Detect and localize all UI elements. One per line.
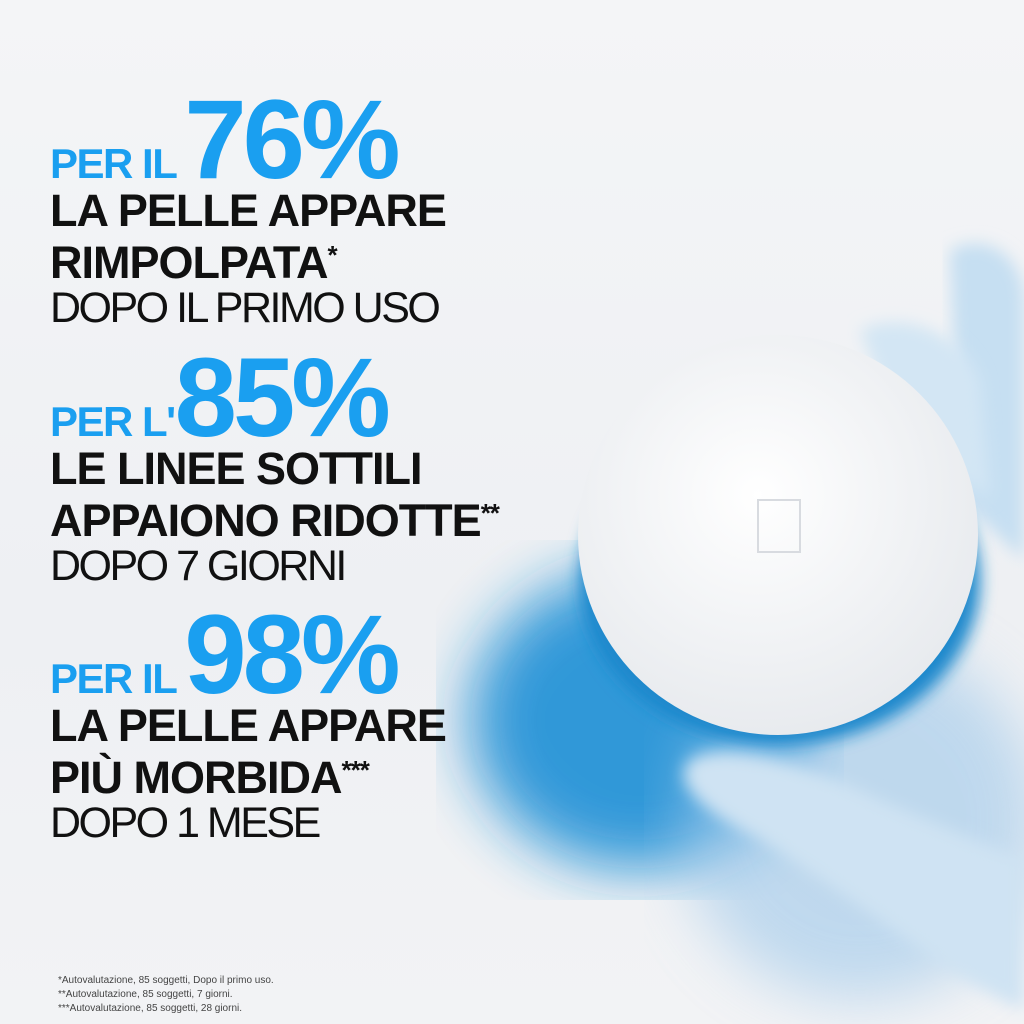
stat-block-3: PER IL 98% LA PELLE APPARE PIÙ MORBIDA***… — [50, 592, 447, 847]
stat-value: 76% — [184, 77, 400, 202]
footnote-mark: *** — [341, 755, 370, 785]
stat-timing: DOPO 1 MESE — [50, 799, 321, 847]
stat-block-2: PER L' 85% LE LINEE SOTTILI APPAIONO RIDO… — [50, 335, 500, 590]
footnote-mark: ** — [480, 498, 500, 528]
stat-timing: DOPO 7 GIORNI — [50, 542, 347, 590]
stat-headline: APPAIONO RIDOTTE — [50, 495, 482, 546]
stat-headline: LA PELLE APPARE — [50, 185, 447, 236]
stat-value: 98% — [184, 592, 400, 717]
stat-block-1: PER IL 76% LA PELLE APPARE RIMPOLPATA* DO… — [50, 77, 447, 332]
stat-timing: DOPO IL PRIMO USO — [50, 284, 441, 332]
footnote: ***Autovalutazione, 85 soggetti, 28 gior… — [58, 1003, 243, 1014]
footnote-mark: * — [327, 240, 337, 270]
stat-prefix: PER IL — [50, 140, 178, 187]
stat-headline: LA PELLE APPARE — [50, 700, 447, 751]
footnotes: *Autovalutazione, 85 soggetti, Dopo il p… — [58, 974, 274, 1016]
stat-value: 85% — [174, 335, 391, 460]
footnote: **Autovalutazione, 85 soggetti, 7 giorni… — [58, 989, 233, 1000]
footnote: *Autovalutazione, 85 soggetti, Dopo il p… — [58, 975, 274, 986]
stat-prefix: PER L' — [50, 398, 176, 445]
stat-headline: RIMPOLPATA — [50, 237, 328, 288]
stat-headline: PIÙ MORBIDA — [50, 752, 342, 803]
stat-prefix: PER IL — [50, 655, 178, 702]
stat-headline: LE LINEE SOTTILI — [50, 443, 423, 494]
